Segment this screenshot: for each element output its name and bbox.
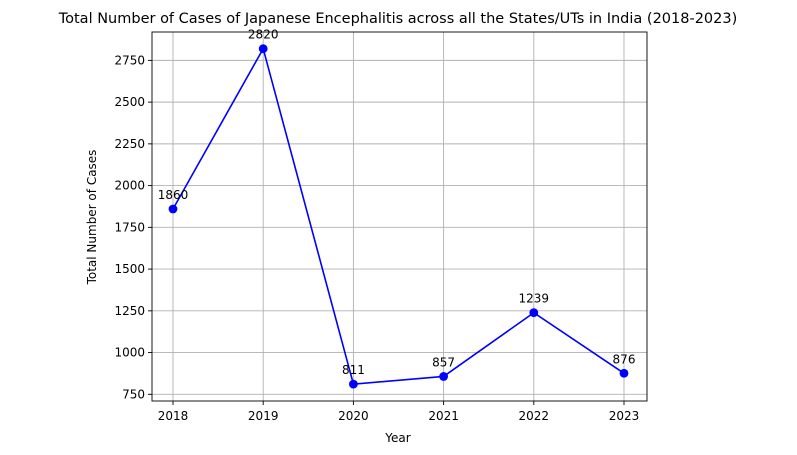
y-tick-label: 2500 bbox=[114, 95, 145, 109]
y-tick-label: 1250 bbox=[114, 304, 145, 318]
plot-frame bbox=[151, 31, 648, 402]
y-tick-label: 1500 bbox=[114, 262, 145, 276]
series bbox=[168, 44, 629, 389]
data-labels: 1860 2820 811 857 1239 876 bbox=[158, 28, 636, 377]
axes: 2018 2019 2020 2021 2022 2023 750 1000 1250 1500 1… bbox=[114, 31, 648, 423]
y-tick-label: 1750 bbox=[114, 220, 145, 234]
data-label: 2820 bbox=[248, 28, 279, 42]
y-axis-label: Total Number of Cases bbox=[85, 150, 99, 286]
x-axis-label: Year bbox=[384, 431, 410, 445]
data-label: 857 bbox=[432, 355, 455, 369]
chart-title: Total Number of Cases of Japanese Enceph… bbox=[58, 11, 738, 27]
x-tick-label: 2019 bbox=[248, 409, 279, 423]
x-tick-label: 2020 bbox=[338, 409, 369, 423]
y-tick-label: 1000 bbox=[114, 346, 145, 360]
x-tick-label: 2018 bbox=[158, 409, 189, 423]
grid bbox=[152, 32, 647, 401]
data-point bbox=[529, 308, 539, 318]
data-label: 876 bbox=[613, 352, 636, 366]
x-tick-label: 2023 bbox=[609, 409, 640, 423]
series-line bbox=[172, 46, 625, 385]
data-point bbox=[619, 368, 629, 378]
y-tick-label: 750 bbox=[122, 387, 145, 401]
y-tick-label: 2250 bbox=[114, 137, 145, 151]
y-tick-label: 2000 bbox=[114, 179, 145, 193]
data-label: 1239 bbox=[519, 292, 550, 306]
data-point bbox=[349, 379, 358, 389]
data-point bbox=[258, 44, 268, 54]
y-tick-label: 2750 bbox=[114, 53, 145, 67]
x-tick-label: 2022 bbox=[519, 409, 550, 423]
data-point bbox=[168, 204, 178, 214]
data-label: 1860 bbox=[158, 188, 189, 202]
data-label: 811 bbox=[342, 363, 365, 377]
data-point bbox=[439, 372, 448, 381]
x-tick-label: 2021 bbox=[428, 409, 459, 423]
